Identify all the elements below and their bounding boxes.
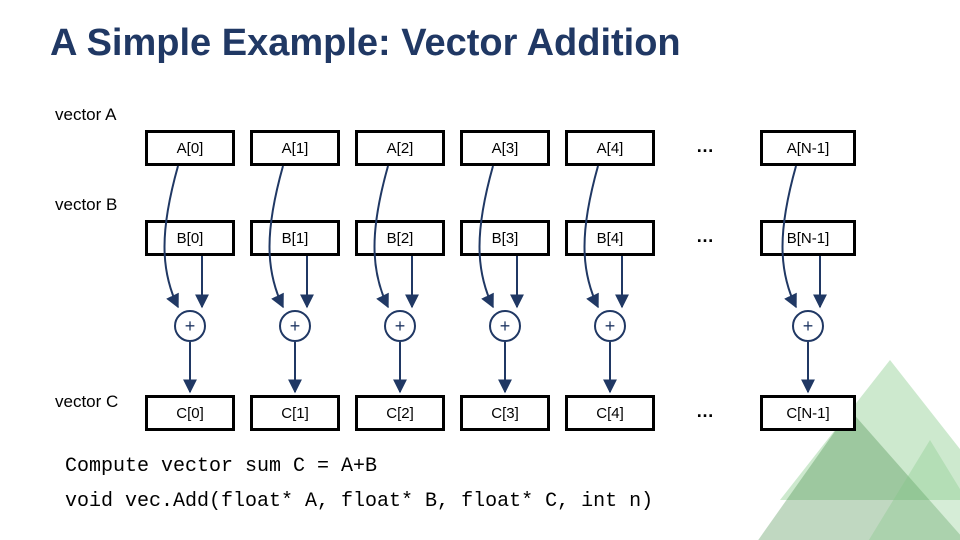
cell-b-ell: …	[685, 226, 725, 247]
vector-a-label: vector A	[55, 105, 116, 125]
cell-a2: A[2]	[355, 130, 445, 166]
cell-c0: C[0]	[145, 395, 235, 431]
cell-a3: A[3]	[460, 130, 550, 166]
cell-a0: A[0]	[145, 130, 235, 166]
plus-4: +	[594, 310, 626, 342]
vector-b-label: vector B	[55, 195, 117, 215]
signature-text: void vec.Add(float* A, float* B, float* …	[65, 490, 653, 513]
cell-a1: A[1]	[250, 130, 340, 166]
cell-c4: C[4]	[565, 395, 655, 431]
cell-b2: B[2]	[355, 220, 445, 256]
vector-c-label: vector C	[55, 392, 118, 412]
plus-3: +	[489, 310, 521, 342]
cell-b0: B[0]	[145, 220, 235, 256]
plus-N: +	[792, 310, 824, 342]
cell-b4: B[4]	[565, 220, 655, 256]
cell-aN: A[N-1]	[760, 130, 856, 166]
cell-a-ell: …	[685, 136, 725, 157]
plus-1: +	[279, 310, 311, 342]
plus-0: +	[174, 310, 206, 342]
cell-c1: C[1]	[250, 395, 340, 431]
cell-cN: C[N-1]	[760, 395, 856, 431]
compute-text: Compute vector sum C = A+B	[65, 455, 377, 478]
page-title: A Simple Example: Vector Addition	[50, 22, 681, 65]
plus-2: +	[384, 310, 416, 342]
cell-b1: B[1]	[250, 220, 340, 256]
cell-b3: B[3]	[460, 220, 550, 256]
cell-bN: B[N-1]	[760, 220, 856, 256]
cell-a4: A[4]	[565, 130, 655, 166]
cell-c2: C[2]	[355, 395, 445, 431]
cell-c3: C[3]	[460, 395, 550, 431]
cell-c-ell: …	[685, 401, 725, 422]
